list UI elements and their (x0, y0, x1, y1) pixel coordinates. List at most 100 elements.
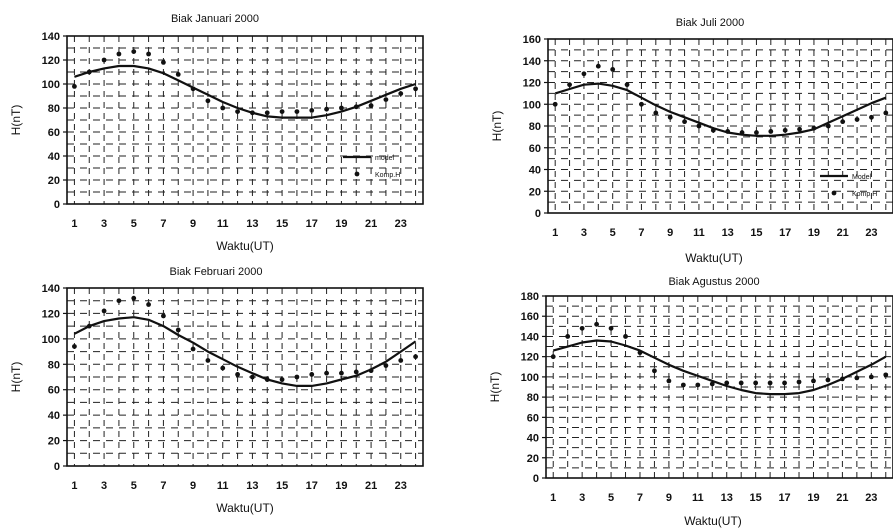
x-tick-label: 7 (160, 218, 166, 230)
data-point (72, 344, 77, 349)
data-point (581, 71, 587, 77)
x-axis-label: Waktu(UT) (685, 251, 743, 265)
data-point (782, 380, 787, 386)
x-tick-label: 13 (721, 492, 733, 504)
y-tick-label: 160 (521, 311, 539, 323)
data-point (579, 325, 585, 331)
x-tick-label: 7 (638, 227, 644, 239)
y-tick-label: 60 (48, 127, 60, 139)
data-point (220, 365, 226, 371)
x-tick-label: 23 (395, 480, 407, 492)
data-point (235, 109, 240, 114)
y-tick-label: 120 (42, 308, 60, 320)
data-point (353, 369, 359, 375)
data-point (610, 67, 616, 72)
x-tick-label: 11 (693, 227, 705, 239)
data-point (594, 321, 600, 327)
y-tick-label: 0 (54, 199, 60, 211)
data-point (696, 123, 702, 129)
data-point (768, 129, 774, 134)
data-point (146, 302, 151, 307)
legend: Model Komp.H (820, 174, 877, 198)
y-tick-label: 20 (529, 186, 541, 198)
data-point (175, 72, 181, 77)
x-tick-label: 1 (552, 227, 558, 239)
y-tick-label: 60 (529, 143, 541, 155)
x-tick-label: 3 (581, 227, 587, 239)
data-point (101, 57, 107, 63)
series-line-model (552, 339, 887, 396)
data-point (782, 127, 788, 133)
data-point (811, 125, 817, 131)
legend-label: Model (852, 174, 872, 181)
data-point (324, 106, 329, 112)
data-point (595, 63, 601, 69)
data-point (710, 127, 716, 133)
data-point (840, 119, 846, 125)
x-tick-label: 9 (667, 227, 673, 239)
data-point (682, 119, 687, 125)
data-point (86, 323, 92, 329)
data-point (279, 109, 285, 114)
data-point (368, 103, 374, 108)
y-tick-label: 60 (48, 385, 60, 397)
data-point (667, 114, 673, 120)
data-point (653, 110, 659, 116)
x-tick-label: 23 (865, 492, 877, 504)
y-tick-label: 0 (533, 473, 539, 485)
x-tick-label: 3 (101, 480, 107, 492)
data-point (294, 109, 300, 114)
y-tick-label: 140 (42, 31, 60, 43)
data-point (637, 350, 643, 356)
data-point (753, 380, 759, 386)
data-point (116, 51, 122, 57)
chart-title: Biak Januari 2000 (171, 13, 259, 25)
x-tick-label: 9 (190, 480, 196, 492)
y-axis-label: H(nT) (488, 372, 502, 403)
data-point (116, 298, 122, 304)
y-axis-label: H(nT) (9, 105, 23, 136)
x-tick-label: 11 (217, 218, 229, 230)
plot-frame (545, 295, 893, 479)
y-tick-label: 140 (523, 56, 541, 68)
data-point (264, 110, 270, 116)
data-point (869, 114, 874, 120)
data-point (883, 110, 889, 116)
x-tick-label: 17 (306, 218, 318, 230)
y-tick-label: 80 (527, 392, 539, 404)
x-tick-label: 5 (610, 227, 616, 239)
y-tick-label: 100 (521, 372, 539, 384)
x-tick-label: 15 (276, 218, 288, 230)
data-point (883, 372, 889, 378)
y-tick-label: 120 (42, 55, 60, 67)
data-point (398, 358, 404, 363)
data-point (854, 117, 860, 122)
data-point (339, 370, 344, 376)
y-tick-label: 40 (48, 151, 60, 163)
y-tick-label: 40 (529, 165, 541, 177)
data-point (825, 377, 831, 383)
x-tick-label: 13 (246, 480, 258, 492)
data-point (294, 374, 300, 380)
x-tick-label: 23 (395, 218, 407, 230)
data-point (383, 363, 389, 368)
x-tick-label: 11 (692, 492, 704, 504)
data-point (825, 123, 831, 129)
data-point (724, 380, 730, 386)
data-point (190, 86, 196, 92)
data-point (383, 97, 389, 102)
x-tick-label: 5 (131, 480, 137, 492)
x-tick-label: 15 (750, 227, 762, 239)
data-point (811, 378, 816, 384)
y-tick-label: 40 (48, 410, 60, 422)
data-point (264, 377, 270, 382)
x-tick-label: 1 (71, 218, 77, 230)
data-point (624, 82, 630, 88)
data-point (101, 308, 107, 314)
y-tick-label: 140 (521, 331, 539, 343)
data-point (725, 129, 731, 134)
data-point (709, 381, 715, 387)
